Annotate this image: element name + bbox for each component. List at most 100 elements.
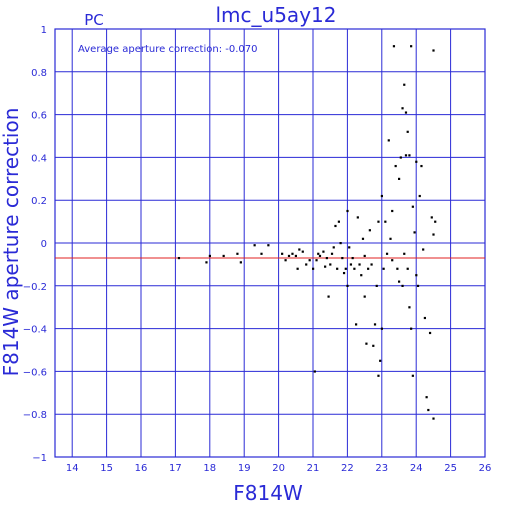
x-tick-label: 15 xyxy=(100,463,113,474)
x-tick-label: 14 xyxy=(66,463,79,474)
data-point xyxy=(420,164,423,168)
data-point xyxy=(404,154,408,157)
data-point xyxy=(363,295,366,298)
data-point xyxy=(260,252,263,255)
data-point xyxy=(296,267,299,270)
data-point xyxy=(427,408,430,412)
data-point xyxy=(281,252,284,255)
data-point xyxy=(391,209,394,213)
data-point xyxy=(336,267,339,270)
x-tick-label: 24 xyxy=(410,463,423,474)
data-point xyxy=(416,284,420,287)
data-point xyxy=(305,263,308,266)
x-tick-label: 23 xyxy=(375,463,388,474)
data-point xyxy=(398,177,401,180)
y-tick-label: 0.8 xyxy=(31,68,47,79)
data-point xyxy=(403,83,406,86)
y-tick-label: 0.2 xyxy=(31,196,47,207)
data-point xyxy=(353,267,356,270)
x-tick-label: 21 xyxy=(307,463,320,474)
data-point xyxy=(253,244,256,247)
data-point xyxy=(418,194,421,198)
data-point xyxy=(403,252,406,255)
data-point xyxy=(332,246,335,249)
data-point xyxy=(425,396,428,399)
data-point xyxy=(334,224,337,228)
y-tick-labels: −1 −0.8 −0.6 −0.4 −0.2 0 0.2 0.4 0.6 0.8 1 xyxy=(23,25,47,464)
data-point xyxy=(394,164,397,168)
y-tick-label: 0 xyxy=(41,239,47,250)
data-point xyxy=(408,154,411,157)
data-point xyxy=(368,229,371,232)
data-point xyxy=(222,254,225,258)
data-point xyxy=(373,323,377,326)
annotation: Average aperture correction: -0.070 xyxy=(78,44,258,55)
y-tick-label: −1 xyxy=(32,453,47,464)
data-point xyxy=(396,267,399,270)
data-point xyxy=(363,254,366,258)
data-point xyxy=(342,271,346,275)
data-point xyxy=(430,216,433,219)
x-tick-label: 16 xyxy=(135,463,148,474)
data-point xyxy=(351,256,354,260)
data-point xyxy=(399,156,402,159)
data-point xyxy=(372,344,375,347)
data-point xyxy=(346,209,349,213)
x-tick-label: 19 xyxy=(238,463,251,474)
y-tick-label: −0.2 xyxy=(23,282,47,293)
data-point xyxy=(434,220,437,223)
data-point xyxy=(361,237,365,240)
y-tick-label: −0.6 xyxy=(23,367,47,378)
data-point xyxy=(367,267,370,270)
data-point xyxy=(411,205,414,208)
plot-frame xyxy=(54,28,486,458)
y-tick-label: 0.6 xyxy=(31,111,47,122)
data-point xyxy=(406,130,409,133)
x-tick-label: 17 xyxy=(169,463,182,474)
data-point xyxy=(349,263,353,266)
y-tick-label: −0.8 xyxy=(23,410,47,421)
data-point xyxy=(377,220,380,223)
data-point xyxy=(267,244,270,247)
data-point xyxy=(377,374,380,377)
data-point xyxy=(387,139,390,142)
data-point xyxy=(315,259,318,262)
data-point xyxy=(415,160,418,163)
data-point xyxy=(284,259,287,262)
data-point xyxy=(432,233,435,236)
data-point xyxy=(415,274,418,277)
data-point xyxy=(205,261,208,264)
data-point xyxy=(380,327,383,330)
data-point xyxy=(324,265,327,268)
data-points xyxy=(177,45,437,420)
data-point xyxy=(398,280,401,283)
data-point xyxy=(337,220,340,223)
data-point xyxy=(294,254,297,258)
data-point xyxy=(344,267,347,270)
data-point xyxy=(365,342,368,345)
data-point xyxy=(308,259,311,262)
x-tick-labels: 14 15 16 17 18 19 20 21 22 23 24 25 26 xyxy=(66,463,492,474)
y-tick-label: 1 xyxy=(41,25,47,36)
data-point xyxy=(327,295,330,298)
data-point xyxy=(428,331,432,335)
data-point xyxy=(423,316,426,320)
data-point xyxy=(317,252,320,255)
data-point xyxy=(318,254,322,258)
corner-label: PC xyxy=(84,11,104,29)
data-point xyxy=(404,111,408,114)
data-point xyxy=(313,370,316,373)
data-point xyxy=(384,220,387,223)
data-point xyxy=(236,252,239,255)
data-point xyxy=(329,263,332,266)
data-point xyxy=(291,252,294,255)
data-point xyxy=(341,256,344,260)
data-point xyxy=(389,237,392,240)
data-point xyxy=(413,231,416,234)
data-point xyxy=(356,216,359,219)
data-point xyxy=(346,284,349,287)
data-point xyxy=(325,256,328,260)
x-axis-label: F814W xyxy=(233,481,303,505)
data-point xyxy=(208,254,211,258)
